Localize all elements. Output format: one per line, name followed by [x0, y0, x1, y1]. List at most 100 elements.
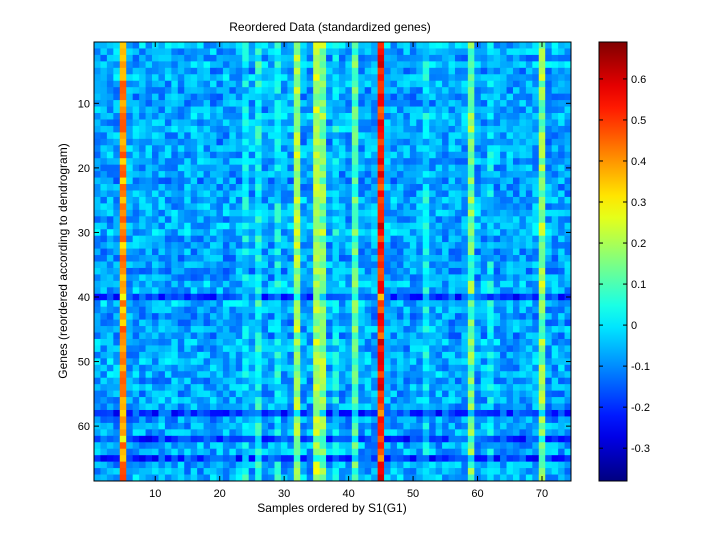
heatmap-cell: [319, 54, 327, 62]
heatmap-cell: [306, 306, 314, 314]
heatmap-cell: [435, 190, 443, 198]
heatmap-cell: [429, 351, 437, 359]
heatmap-cell: [545, 435, 553, 443]
heatmap-cell: [139, 145, 146, 153]
heatmap-cell: [332, 474, 340, 482]
heatmap-cell: [487, 429, 495, 437]
heatmap-cell: [396, 119, 404, 127]
heatmap-cell: [190, 319, 198, 327]
heatmap-cell: [280, 267, 288, 275]
heatmap-cell: [306, 145, 314, 153]
heatmap-cell: [377, 255, 385, 262]
heatmap-cell: [371, 93, 379, 101]
heatmap-cell: [203, 190, 211, 198]
heatmap-cell: [532, 196, 540, 204]
heatmap-cell: [216, 390, 224, 398]
heatmap-cell: [255, 390, 262, 398]
heatmap-cell: [500, 461, 507, 469]
heatmap-cell: [429, 177, 437, 185]
heatmap-cell: [287, 209, 295, 217]
heatmap-cell: [100, 287, 108, 295]
heatmap-cell: [300, 48, 308, 56]
heatmap-cell: [100, 364, 108, 372]
heatmap-cell: [235, 403, 243, 411]
heatmap-cell: [416, 455, 424, 463]
heatmap-cell: [461, 151, 469, 159]
heatmap-cell: [300, 326, 308, 333]
heatmap-cell: [210, 371, 217, 379]
heatmap-cell: [396, 274, 404, 282]
heatmap-cell: [506, 74, 514, 82]
heatmap-cell: [338, 332, 346, 340]
heatmap-cell: [184, 468, 192, 475]
heatmap-cell: [358, 409, 366, 417]
heatmap-cell: [454, 364, 462, 372]
heatmap-cell: [145, 267, 153, 275]
heatmap-cell: [558, 461, 565, 469]
heatmap-cell: [545, 390, 553, 398]
heatmap-cell: [558, 106, 565, 114]
heatmap-cell: [229, 474, 237, 482]
heatmap-cell: [177, 80, 185, 88]
heatmap-cell: [371, 390, 379, 398]
heatmap-cell: [461, 371, 469, 379]
heatmap-cell: [216, 119, 224, 127]
heatmap-cell: [152, 280, 159, 288]
heatmap-cell: [210, 242, 217, 249]
heatmap-cell: [358, 93, 366, 101]
heatmap-cell: [500, 255, 507, 262]
heatmap-cell: [500, 171, 507, 178]
heatmap-cell: [268, 351, 275, 359]
heatmap-cell: [429, 306, 437, 314]
heatmap-cell: [268, 358, 275, 366]
heatmap-cell: [222, 390, 230, 398]
heatmap-cell: [409, 145, 417, 153]
heatmap-cell: [332, 54, 340, 62]
heatmap-cell: [384, 113, 391, 120]
heatmap-cell: [94, 184, 101, 191]
heatmap-cell: [461, 196, 469, 204]
heatmap-cell: [171, 371, 179, 379]
heatmap-cell: [512, 216, 520, 224]
heatmap-cell: [377, 390, 385, 398]
heatmap-cell: [242, 274, 250, 282]
heatmap-cell: [467, 138, 475, 146]
heatmap-cell: [487, 113, 495, 120]
heatmap-cell: [268, 261, 275, 269]
heatmap-cell: [487, 87, 495, 95]
heatmap-cell: [538, 455, 546, 463]
heatmap-cell: [442, 351, 449, 359]
heatmap-cell: [113, 145, 121, 153]
heatmap-cell: [500, 409, 507, 417]
heatmap-cell: [461, 93, 469, 101]
heatmap-cell: [293, 93, 301, 101]
heatmap-cell: [300, 338, 308, 346]
heatmap-cell: [158, 390, 166, 398]
heatmap-cell: [358, 54, 366, 62]
heatmap-cell: [319, 164, 327, 172]
heatmap-cell: [384, 397, 391, 404]
heatmap-cell: [106, 326, 114, 333]
heatmap-cell: [132, 306, 140, 314]
heatmap-cell: [525, 390, 533, 398]
heatmap-cell: [222, 216, 230, 224]
heatmap-cell: [145, 326, 153, 333]
heatmap-cell: [216, 313, 224, 321]
heatmap-cell: [171, 100, 179, 107]
heatmap-cell: [364, 287, 372, 295]
heatmap-cell: [506, 397, 514, 404]
heatmap-cell: [371, 455, 379, 463]
heatmap-cell: [564, 319, 572, 327]
heatmap-cell: [538, 409, 546, 417]
heatmap-cell: [100, 190, 108, 198]
heatmap-cell: [461, 274, 469, 282]
heatmap-cell: [261, 435, 269, 443]
heatmap-cell: [274, 267, 282, 275]
heatmap-cell: [493, 326, 501, 333]
heatmap-cell: [190, 177, 198, 185]
heatmap-cell: [300, 422, 308, 430]
heatmap-cell: [216, 255, 224, 262]
heatmap-cell: [442, 48, 449, 56]
heatmap-cell: [435, 164, 443, 172]
heatmap-cell: [538, 119, 546, 127]
